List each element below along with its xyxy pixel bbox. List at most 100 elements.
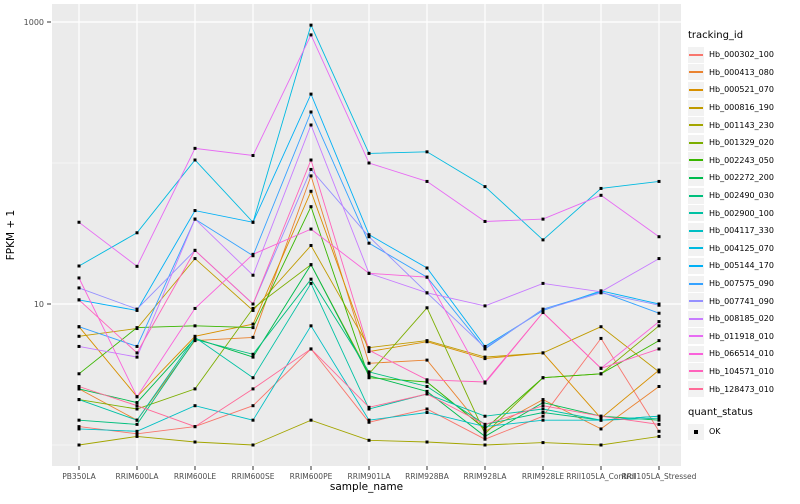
data-point bbox=[135, 418, 139, 422]
data-point bbox=[541, 351, 545, 355]
data-point bbox=[251, 404, 255, 408]
legend-key-swatch bbox=[688, 99, 704, 116]
legend-key-swatch bbox=[688, 257, 704, 274]
legend-item-label: Hb_128473_010 bbox=[709, 384, 774, 394]
data-point bbox=[367, 374, 371, 378]
data-point bbox=[367, 407, 371, 411]
data-point bbox=[599, 372, 603, 376]
data-point bbox=[251, 326, 255, 330]
legend-item-Hb_007741_090: Hb_007741_090 bbox=[688, 292, 800, 310]
data-point bbox=[251, 154, 255, 158]
data-point bbox=[541, 217, 545, 221]
data-point bbox=[135, 326, 139, 330]
quant-key-point bbox=[694, 429, 698, 434]
data-point bbox=[193, 146, 197, 150]
data-point bbox=[367, 372, 371, 376]
legend-item-Hb_000302_100: Hb_000302_100 bbox=[688, 46, 800, 64]
legend-key-swatch bbox=[688, 222, 704, 239]
data-point bbox=[425, 440, 429, 444]
data-point bbox=[483, 443, 487, 447]
chart-legend: tracking_id Hb_000302_100 Hb_000413_080 Hb… bbox=[688, 30, 800, 440]
data-point bbox=[77, 298, 81, 302]
data-point bbox=[251, 220, 255, 224]
data-point bbox=[77, 427, 81, 431]
data-point bbox=[599, 416, 603, 420]
legend-key-line bbox=[689, 317, 703, 320]
x-tick-label: RRII105LA_Control bbox=[566, 472, 636, 481]
data-point bbox=[541, 407, 545, 411]
legend-item-Hb_001329_020: Hb_001329_020 bbox=[688, 134, 800, 152]
legend-key-swatch bbox=[688, 345, 704, 362]
data-point bbox=[309, 23, 313, 27]
legend-key-swatch bbox=[688, 81, 704, 98]
legend-key-line bbox=[689, 141, 703, 144]
data-point bbox=[77, 276, 81, 280]
x-tick-label: RRIM901LA bbox=[348, 472, 392, 481]
data-point bbox=[251, 308, 255, 312]
data-point bbox=[135, 422, 139, 426]
data-point bbox=[367, 370, 371, 374]
data-point bbox=[367, 361, 371, 365]
data-point bbox=[657, 429, 661, 433]
legend-item-Hb_066514_010: Hb_066514_010 bbox=[688, 345, 800, 363]
data-point bbox=[77, 325, 81, 329]
data-point bbox=[135, 395, 139, 399]
data-point bbox=[193, 387, 197, 391]
data-point bbox=[251, 306, 255, 310]
legend-key-line bbox=[689, 212, 703, 215]
legend-item-label: Hb_000302_100 bbox=[709, 50, 774, 60]
data-point bbox=[367, 241, 371, 245]
data-point bbox=[193, 404, 197, 408]
data-point bbox=[251, 418, 255, 422]
data-point bbox=[77, 286, 81, 290]
data-point bbox=[657, 414, 661, 418]
data-point bbox=[77, 418, 81, 422]
data-point bbox=[193, 257, 197, 261]
data-point bbox=[483, 355, 487, 359]
data-point bbox=[135, 432, 139, 436]
data-point bbox=[309, 174, 313, 178]
data-point bbox=[367, 271, 371, 275]
data-point bbox=[657, 339, 661, 343]
data-point bbox=[541, 376, 545, 380]
legend-key-line bbox=[689, 282, 703, 285]
x-tick-label: RRIM600LE bbox=[174, 472, 217, 481]
data-point bbox=[309, 167, 313, 171]
data-point bbox=[367, 420, 371, 424]
legend-key-swatch bbox=[688, 328, 704, 345]
data-point bbox=[483, 219, 487, 223]
legend-item-label: Hb_000521_070 bbox=[709, 85, 774, 95]
data-point bbox=[483, 185, 487, 189]
legend-key-line bbox=[689, 88, 703, 91]
data-point bbox=[251, 443, 255, 447]
legend-key-line bbox=[689, 229, 703, 232]
data-point bbox=[425, 389, 429, 393]
legend-item-label: Hb_007741_090 bbox=[709, 296, 774, 306]
legend-key-swatch bbox=[688, 293, 704, 310]
data-point bbox=[425, 339, 429, 343]
y-tick-label: 10 bbox=[34, 300, 44, 309]
data-point bbox=[193, 306, 197, 310]
legend-key-swatch bbox=[688, 310, 704, 327]
data-point bbox=[541, 401, 545, 405]
data-point bbox=[599, 193, 603, 197]
data-point bbox=[657, 347, 661, 351]
x-axis-title: sample_name bbox=[330, 481, 403, 493]
data-point bbox=[135, 307, 139, 311]
data-point bbox=[77, 398, 81, 402]
data-point bbox=[367, 151, 371, 155]
legend-key-line bbox=[689, 352, 703, 355]
data-point bbox=[483, 432, 487, 436]
quant-status-legend: quant_status OK bbox=[688, 407, 800, 441]
legend-key-line bbox=[689, 176, 703, 179]
data-point bbox=[367, 346, 371, 350]
data-point bbox=[483, 425, 487, 429]
legend-item-label: Hb_066514_010 bbox=[709, 349, 774, 359]
data-point bbox=[135, 231, 139, 235]
data-point bbox=[657, 303, 661, 307]
legend-key-swatch bbox=[688, 117, 704, 134]
data-point bbox=[541, 404, 545, 408]
data-point bbox=[483, 422, 487, 426]
data-point bbox=[541, 441, 545, 445]
